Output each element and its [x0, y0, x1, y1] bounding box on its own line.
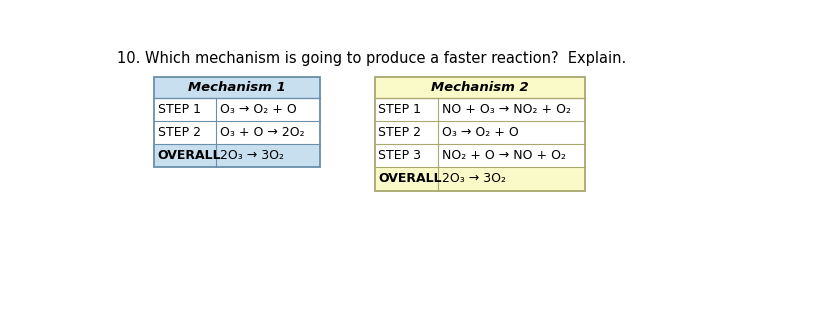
Text: Mechanism 2: Mechanism 2 [431, 81, 529, 94]
Text: OVERALL: OVERALL [379, 172, 442, 185]
Bar [375, 144, 586, 167]
Text: 2O₃ → 3O₂: 2O₃ → 3O₂ [220, 149, 284, 162]
Text: OVERALL: OVERALL [158, 149, 222, 162]
Text: NO₂ + O → NO + O₂: NO₂ + O → NO + O₂ [442, 149, 566, 162]
Text: 10. Which mechanism is going to produce a faster reaction?  Explain.: 10. Which mechanism is going to produce … [117, 51, 627, 66]
Text: STEP 2: STEP 2 [379, 126, 422, 139]
Bar [154, 121, 320, 144]
Text: STEP 1: STEP 1 [158, 103, 201, 116]
Text: NO + O₃ → NO₂ + O₂: NO + O₃ → NO₂ + O₂ [442, 103, 571, 116]
Bar [375, 121, 586, 144]
Bar [154, 76, 320, 167]
Text: STEP 1: STEP 1 [379, 103, 422, 116]
Bar [154, 76, 320, 167]
Bar [375, 76, 586, 191]
Text: STEP 2: STEP 2 [158, 126, 201, 139]
Text: STEP 3: STEP 3 [379, 149, 422, 162]
Text: Mechanism 1: Mechanism 1 [189, 81, 286, 94]
Bar [375, 76, 586, 191]
Text: O₃ → O₂ + O: O₃ → O₂ + O [220, 103, 296, 116]
Bar [375, 98, 586, 121]
Text: O₃ → O₂ + O: O₃ → O₂ + O [442, 126, 519, 139]
Bar [154, 98, 320, 121]
Text: O₃ + O → 2O₂: O₃ + O → 2O₂ [220, 126, 304, 139]
Text: 2O₃ → 3O₂: 2O₃ → 3O₂ [442, 172, 506, 185]
